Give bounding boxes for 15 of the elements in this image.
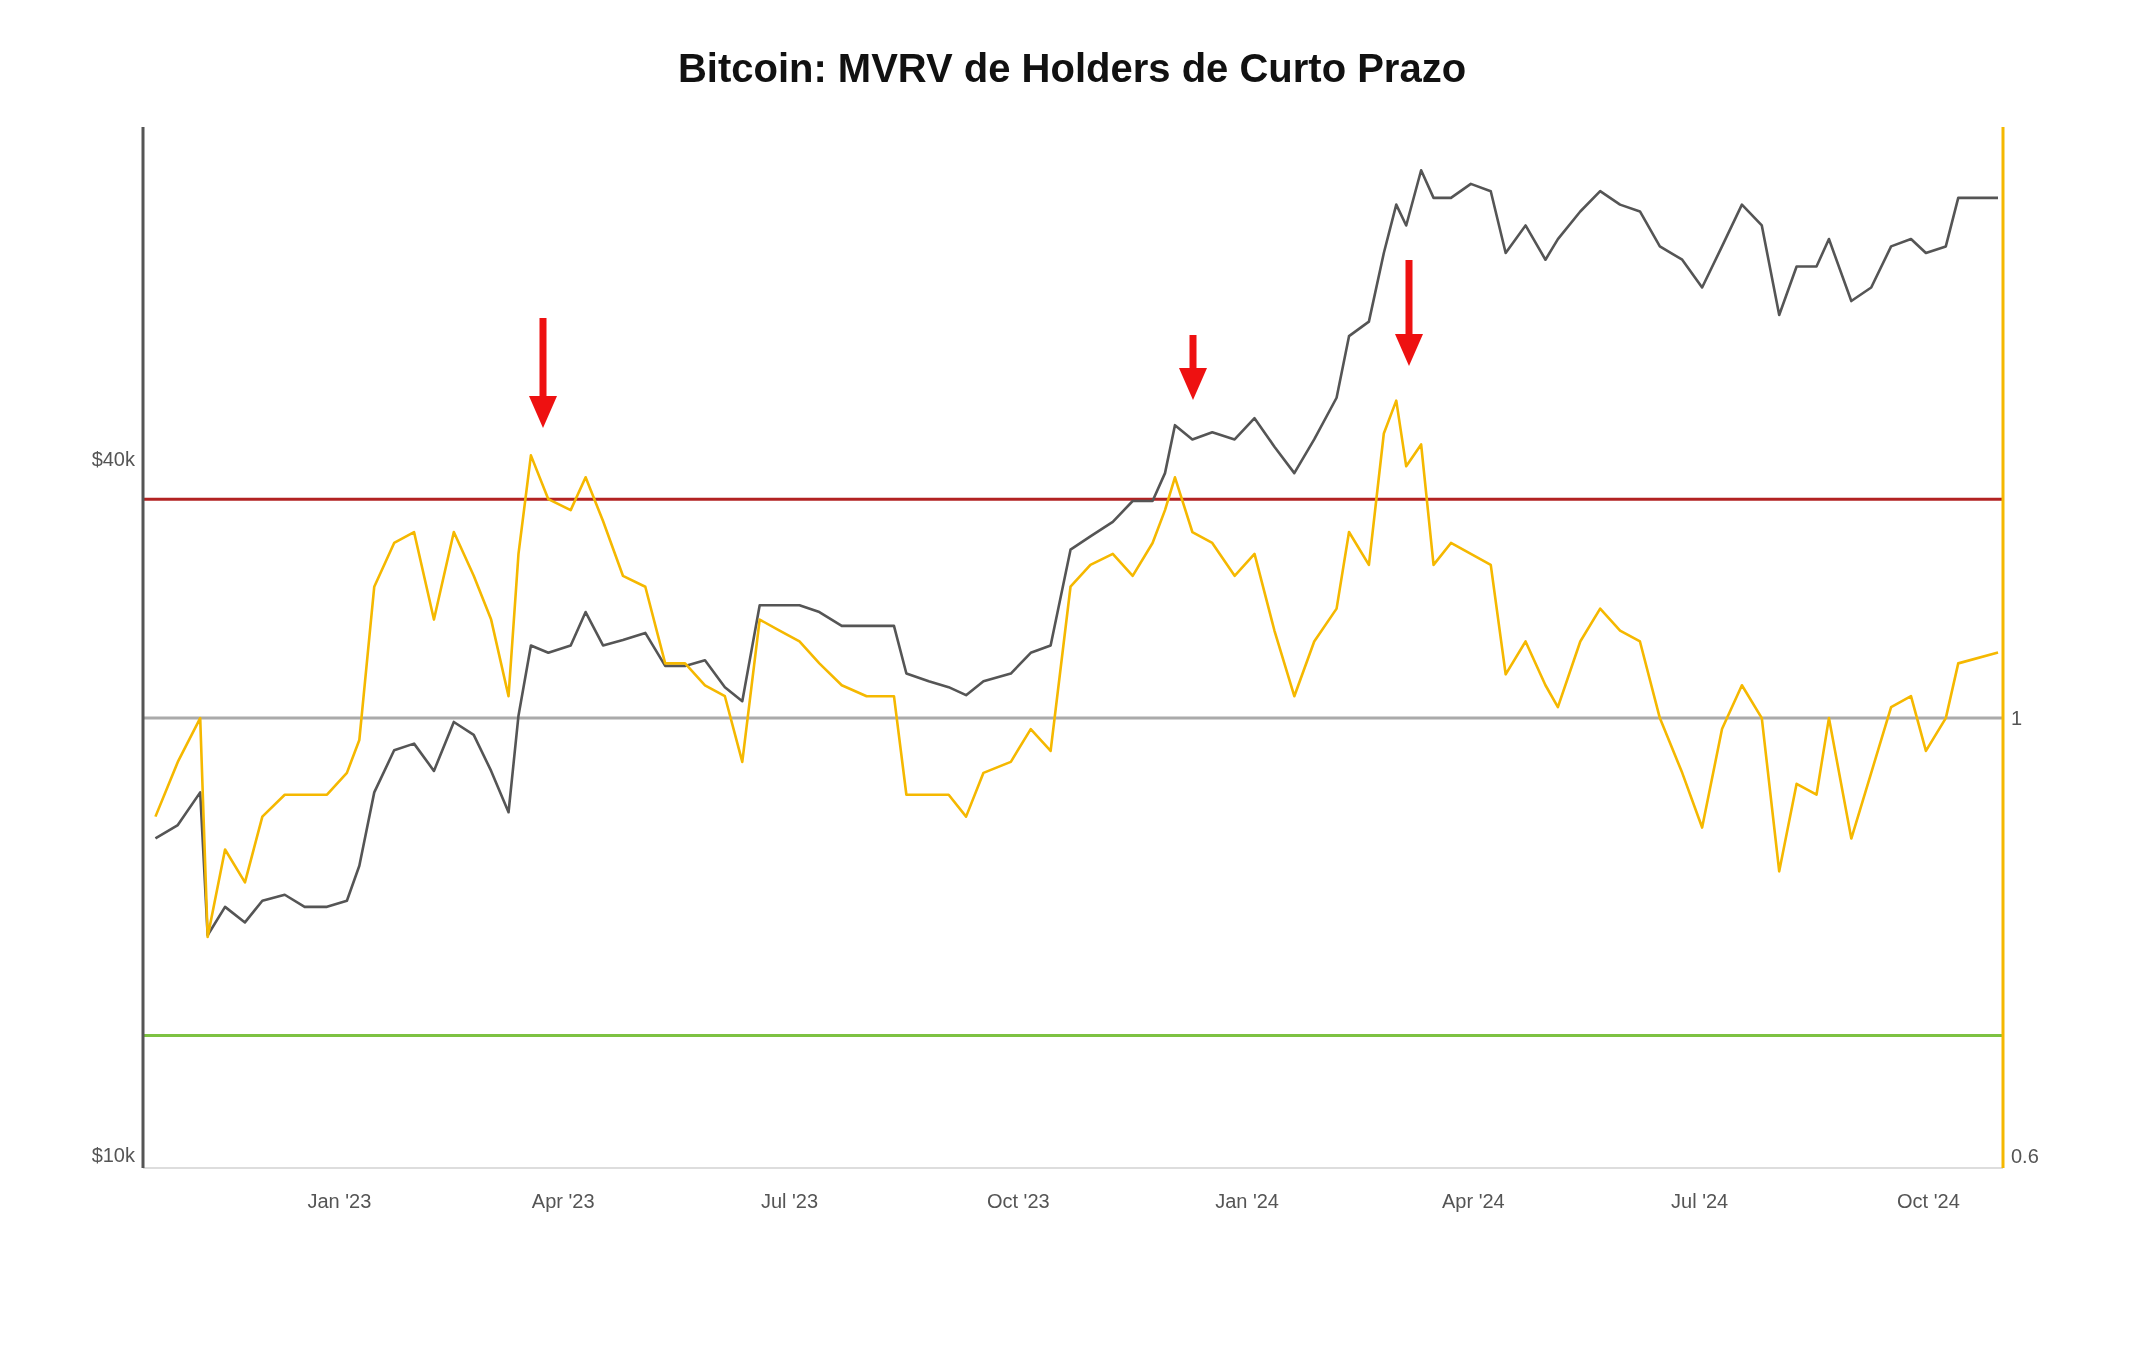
x-tick-label: Jul '23 <box>760 1190 819 1213</box>
y-tick-label: $40k <box>91 448 136 471</box>
line-series <box>154 399 2000 939</box>
y2-tick-label: 0.6 <box>2011 1145 2039 1168</box>
chart-title: Bitcoin: MVRV de Holders de Curto Prazo <box>676 44 1468 92</box>
line-series <box>154 168 2000 937</box>
y2-tick-label: 1 <box>2011 707 2023 730</box>
x-tick-label: Jan '23 <box>307 1190 372 1213</box>
x-tick-label: Oct '24 <box>1897 1190 1960 1213</box>
x-tick-label: Apr '23 <box>531 1190 595 1213</box>
y-tick-label: $10k <box>91 1144 136 1167</box>
x-tick-label: Jan '24 <box>1215 1190 1279 1213</box>
x-tick-label: Jul '24 <box>1671 1190 1729 1213</box>
x-tick-label: Apr '24 <box>1441 1190 1505 1213</box>
x-tick-label: Oct '23 <box>986 1190 1050 1213</box>
